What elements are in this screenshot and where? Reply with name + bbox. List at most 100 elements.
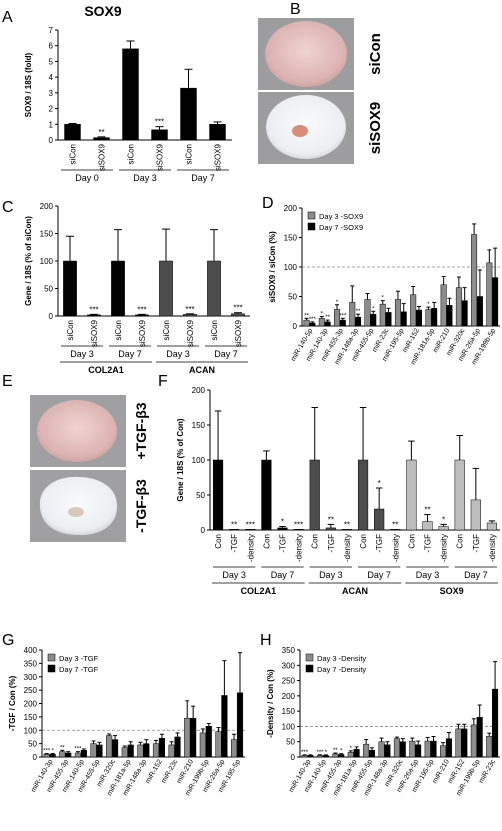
- panel-a-bar: [122, 48, 139, 141]
- panel-h-y-tick-label: 250: [282, 677, 296, 686]
- panel-c-bar: [207, 260, 221, 317]
- panel-c-group-label: Day 3: [70, 349, 94, 359]
- panel-f-significance-label: **: [424, 506, 430, 515]
- panel-g-y-tick-label: 350: [24, 659, 38, 668]
- panel-f-x-tick-label: -density: [343, 534, 352, 562]
- panel-f-significance-label: ***: [246, 520, 255, 529]
- panel-g-legend-label: Day 3 -TGF: [59, 654, 99, 663]
- panel-c-y-tick-label: 50: [44, 285, 53, 294]
- panel-letter-a: A: [2, 9, 13, 26]
- panel-f-supergroup-label: COL2A1: [241, 586, 277, 596]
- panel-f-significance-label: **: [231, 520, 237, 529]
- panel-d-bar: [446, 305, 453, 327]
- panel-c-bar: [159, 260, 173, 317]
- panel-a-x-tick-label: siCon: [185, 144, 194, 164]
- panel-h-bar: [440, 745, 447, 758]
- panel-d-significance-label: **: [304, 313, 309, 319]
- panel-d-y-tick-label: 100: [284, 263, 298, 272]
- panel-d-bar: [324, 321, 331, 327]
- panel-d-bar: [394, 299, 401, 327]
- panel-h-bar: [338, 754, 345, 758]
- panel-a-significance-label: ***: [155, 118, 164, 127]
- panel-h-bar: [470, 724, 477, 758]
- panel-h-legend-label: Day 7 -Density: [317, 665, 366, 674]
- panel-a-y-tick-label: 7: [49, 26, 54, 35]
- panel-f-x-tick-label: -density: [488, 534, 497, 562]
- panel-g-bar: [168, 744, 175, 758]
- panel-a-title: SOX9: [84, 3, 122, 19]
- panel-f-x-tick-label: -TGF: [327, 534, 336, 553]
- panel-f-x-tick-label: -TGF: [375, 534, 384, 553]
- panel-g-bar: [59, 751, 66, 758]
- panel-h-bar: [492, 688, 499, 758]
- panel-c-significance-label: ***: [185, 305, 194, 314]
- panel-c-bar: [87, 314, 101, 317]
- panel-f-significance-label: **: [392, 520, 398, 529]
- panel-g-significance-label: ***: [74, 747, 82, 753]
- panel-a-y-tick-label: 3: [49, 89, 54, 98]
- panel-g-bar: [158, 738, 165, 758]
- panel-d-bar: [455, 287, 462, 327]
- panel-g-bar: [96, 744, 103, 758]
- panel-c-x-tick-label: siCon: [114, 320, 123, 340]
- panel-f-x-tick-label: -TGF: [279, 534, 288, 553]
- panel-g-y-axis-label: -TGF / Con (%): [8, 675, 17, 731]
- panel-f-y-tick-label: 150: [192, 421, 206, 430]
- panel-d-bar: [355, 316, 362, 327]
- panel-f-x-tick-label: -TGF: [424, 534, 433, 553]
- panel-h-bar: [353, 749, 360, 758]
- panel-d-y-tick-label: 200: [284, 204, 298, 213]
- panel-f-bar: [245, 529, 256, 531]
- panel-f-x-tick-label: -density: [246, 534, 255, 562]
- panel-a-bar: [93, 137, 110, 141]
- panel-f-bar: [293, 529, 304, 531]
- panel-c-bar: [111, 260, 125, 317]
- panel-d-y-tick-label: 150: [284, 234, 298, 243]
- panel-d-bar: [476, 296, 483, 327]
- panel-f-group-label: Day 7: [271, 570, 295, 580]
- panel-h-bar: [347, 752, 354, 758]
- panel-a-x-tick-label: siSOX9: [98, 143, 107, 171]
- panel-f-bar: [341, 529, 353, 531]
- panel-f-x-tick-label: Con: [407, 534, 416, 549]
- panel-d-bar: [440, 284, 447, 327]
- panel-a-y-tick-label: 0: [49, 136, 54, 145]
- plus-tgf-pellet-disc: [37, 400, 117, 462]
- panel-d-significance-label: ***: [339, 313, 347, 319]
- panel-g-bar: [90, 743, 97, 758]
- panel-h-bar: [363, 743, 370, 758]
- panel-g-y-tick-label: 200: [24, 700, 38, 709]
- panel-g-bar: [190, 717, 197, 758]
- panel-a-chart: 0 1 2 3 4 5 6 7 SOX9 / 18S (fold) siCon ** siSOX9 si…: [24, 3, 232, 183]
- panel-d-bar: [431, 308, 438, 327]
- panel-d-significance-label: *: [427, 302, 430, 308]
- panel-c-x-tick-label: siCon: [66, 320, 75, 340]
- panel-c-x-tick-label: siCon: [162, 320, 171, 340]
- panel-d-bar: [410, 294, 417, 327]
- panel-a-x-tick-label: siCon: [69, 144, 78, 164]
- panel-f-group-label: Day 3: [416, 570, 440, 580]
- panel-g-bar: [231, 739, 238, 758]
- panel-h-y-tick-label: 100: [282, 722, 296, 731]
- panel-c-bar: [63, 260, 77, 317]
- panel-h-bar: [455, 728, 462, 758]
- panel-d-significance-label: ***: [309, 317, 317, 323]
- panel-d-significance-label: **: [356, 309, 361, 315]
- panel-h-y-tick-label: 300: [282, 661, 296, 670]
- panel-d-bar: [471, 234, 478, 327]
- panel-h-bar: [368, 750, 376, 758]
- panel-f-y-tick-label: 100: [192, 456, 206, 465]
- panel-letter-h: H: [260, 632, 272, 649]
- panel-f-x-tick-label: Con: [262, 534, 271, 549]
- panel-c-group-label: Day 3: [166, 349, 190, 359]
- panel-f-y-tick-label: 200: [192, 386, 206, 395]
- panel-g-y-tick-label: 0: [33, 753, 38, 762]
- panel-g-y-tick-label: 300: [24, 673, 38, 682]
- panel-f-significance-label: *: [281, 518, 284, 527]
- panel-h-bar: [307, 755, 314, 758]
- panel-c-x-tick-label: siCon: [210, 320, 219, 340]
- panel-h-bar: [445, 738, 452, 758]
- panel-letter-e: E: [2, 373, 13, 390]
